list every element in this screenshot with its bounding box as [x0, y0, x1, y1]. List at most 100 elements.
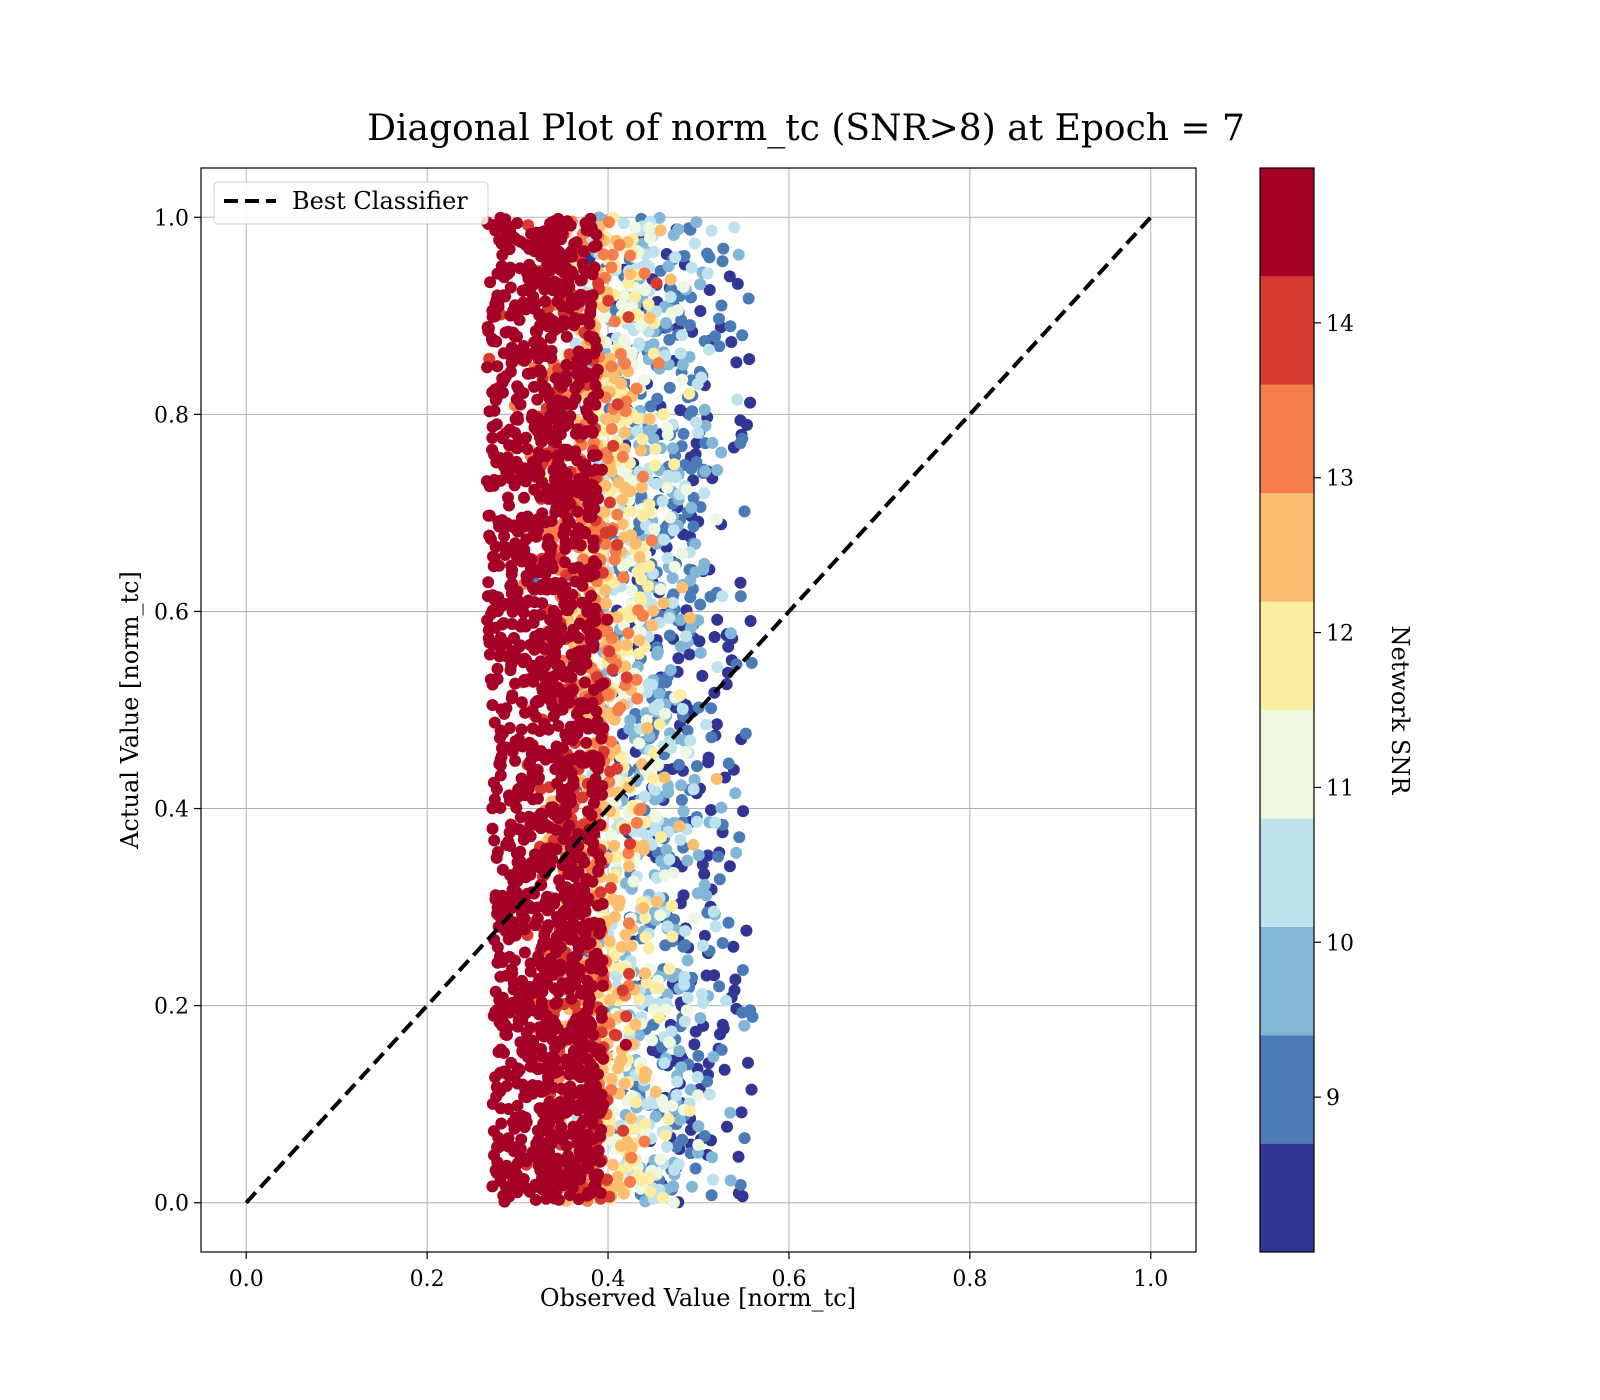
colorbar: 9 10 11 12 13 14 Network SNR	[1259, 167, 1414, 1253]
scatter-point	[534, 627, 546, 640]
scatter-point	[537, 808, 550, 821]
scatter-point	[643, 231, 656, 244]
scatter-point	[615, 1139, 627, 1152]
scatter-point	[642, 942, 655, 955]
colorbar-tick-label: 13	[1326, 467, 1354, 492]
scatter-point	[646, 1034, 658, 1047]
scatter-point	[652, 982, 665, 995]
scatter-point	[674, 613, 687, 626]
scatter-point	[617, 217, 630, 230]
scatter-point	[563, 302, 575, 315]
scatter-point	[594, 886, 607, 899]
scatter-point	[699, 465, 712, 478]
scatter-point	[722, 916, 735, 929]
scatter-point	[581, 974, 594, 987]
x-tick-label: 0.8	[952, 1267, 987, 1292]
scatter-point	[568, 958, 581, 971]
scatter-point	[622, 627, 635, 640]
scatter-point	[684, 734, 697, 747]
scatter-point	[599, 584, 611, 597]
scatter-point	[531, 393, 544, 406]
scatter-point	[685, 621, 697, 634]
scatter-point	[647, 604, 660, 617]
scatter-point	[638, 790, 651, 803]
scatter-point	[727, 940, 740, 953]
scatter-point	[534, 1164, 547, 1177]
scatter-point	[724, 1106, 737, 1119]
scatter-point	[672, 1158, 685, 1171]
colorbar-tick-label: 12	[1326, 622, 1354, 647]
scatter-point	[584, 305, 597, 318]
scatter-point	[744, 615, 757, 627]
scatter-point	[658, 869, 671, 882]
scatter-point	[629, 537, 642, 550]
scatter-point	[581, 425, 594, 438]
scatter-point	[588, 797, 600, 809]
scatter-point	[658, 707, 671, 720]
x-axis-ticks: 0.0 0.2 0.4 0.6 0.8 1.0	[229, 1252, 1168, 1292]
scatter-point	[542, 919, 555, 932]
y-axis-ticks: 0.0 0.2 0.4 0.6 0.8 1.0	[154, 206, 201, 1217]
scatter-point	[534, 655, 547, 668]
scatter-point	[683, 319, 696, 332]
scatter-point	[588, 1171, 601, 1184]
scatter-point	[524, 965, 537, 978]
scatter-point	[663, 629, 676, 642]
scatter-point	[616, 493, 629, 506]
scatter-point	[670, 1089, 683, 1101]
scatter-point	[692, 849, 705, 862]
scatter-point	[510, 847, 523, 860]
scatter-point	[511, 1186, 524, 1199]
scatter-point	[551, 777, 564, 790]
scatter-point	[601, 1173, 613, 1186]
scatter-point	[650, 277, 663, 290]
scatter-point	[708, 631, 721, 643]
scatter-point	[643, 312, 656, 324]
scatter-point	[611, 762, 623, 775]
scatter-point	[569, 392, 582, 405]
scatter-point	[486, 420, 499, 433]
scatter-point	[564, 753, 577, 766]
scatter-point	[624, 268, 637, 281]
scatter-point	[723, 860, 736, 873]
scatter-point	[596, 788, 608, 801]
scatter-point	[576, 1010, 589, 1023]
scatter-point	[502, 789, 515, 802]
scatter-point	[548, 652, 561, 665]
scatter-point	[531, 424, 544, 437]
scatter-point	[559, 825, 572, 838]
scatter-point	[544, 613, 556, 626]
scatter-point	[588, 781, 601, 794]
scatter-point	[654, 224, 667, 237]
scatter-point	[582, 1162, 594, 1175]
scatter-point	[526, 722, 539, 735]
scatter-point	[555, 1121, 568, 1134]
scatter-point	[504, 929, 516, 942]
scatter-point	[578, 919, 591, 932]
scatter-point	[637, 470, 650, 483]
scatter-point	[625, 1151, 638, 1164]
scatter-point	[502, 491, 514, 504]
scatter-point	[511, 856, 524, 869]
scatter-point	[555, 577, 568, 590]
scatter-point	[529, 470, 542, 483]
scatter-point	[651, 758, 664, 771]
scatter-point	[633, 993, 646, 1006]
scatter-point	[591, 753, 604, 766]
scatter-point	[730, 846, 743, 859]
scatter-point	[608, 315, 621, 328]
scatter-point	[734, 576, 747, 589]
scatter-point	[501, 517, 513, 530]
scatter-point	[525, 274, 538, 286]
scatter-point	[559, 728, 572, 741]
scatter-point	[617, 571, 630, 584]
scatter-point	[582, 1145, 594, 1158]
scatter-point	[536, 956, 549, 969]
scatter-point	[739, 727, 752, 740]
scatter-point	[587, 331, 600, 344]
scatter-point	[506, 745, 519, 758]
scatter-point	[556, 378, 569, 391]
scatter-point	[560, 892, 573, 905]
scatter-point	[516, 985, 529, 998]
scatter-point	[691, 378, 704, 391]
